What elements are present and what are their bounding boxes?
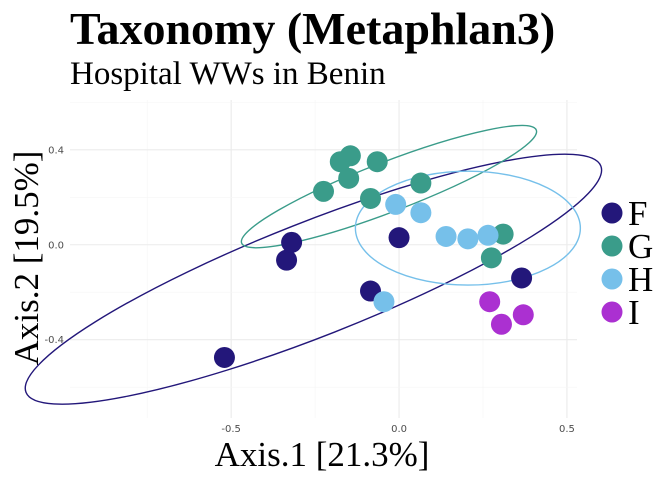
point-g [360,187,382,209]
legend-label-g: G [628,227,653,266]
point-i [512,304,534,326]
point-f [276,249,298,271]
legend-key-h [601,268,623,290]
point-h [477,224,499,246]
point-f [388,227,410,249]
point-g [492,223,514,245]
point-f [511,267,533,289]
legend-key-f [601,202,623,224]
point-g [366,151,388,173]
point-g [480,247,502,269]
point-h [385,193,407,215]
y-tick-label: -0.4 [44,335,64,346]
point-h [457,228,479,250]
point-h [435,225,457,247]
point-g [410,172,432,194]
x-tick-label: 0.0 [391,424,407,435]
point-f [213,346,235,368]
point-g [313,180,334,202]
legend-key-i [601,301,623,323]
chart-title: Taxonomy (Metaphlan3) [70,3,555,54]
x-tick-label: 0.5 [559,424,575,435]
x-tick-label: -0.5 [221,424,241,435]
legend-label-i: I [628,293,640,332]
legend-label-f: F [628,194,647,233]
point-h [373,291,395,313]
data-points [213,145,534,368]
y-axis-label: Axis.2 [19.5%] [7,151,46,366]
point-i [490,313,512,335]
y-tick-label: 0.4 [48,145,64,156]
legend-key-g [601,235,623,257]
y-tick-label: 0.0 [48,240,64,251]
point-h [410,202,432,224]
axis-ticks: -0.5 0.0 0.5 -0.4 0.0 0.4 [44,145,574,435]
point-g [339,145,361,167]
point-f [281,231,303,253]
plot-panel [24,100,603,418]
ellipse-h [354,170,582,286]
legend-label-h: H [628,260,653,299]
ellipse-f [24,153,603,405]
chart-subtitle: Hospital WWs in Benin [70,56,386,92]
point-g [338,167,360,189]
x-axis-label: Axis.1 [21.3%] [215,435,430,474]
point-i [479,291,501,313]
